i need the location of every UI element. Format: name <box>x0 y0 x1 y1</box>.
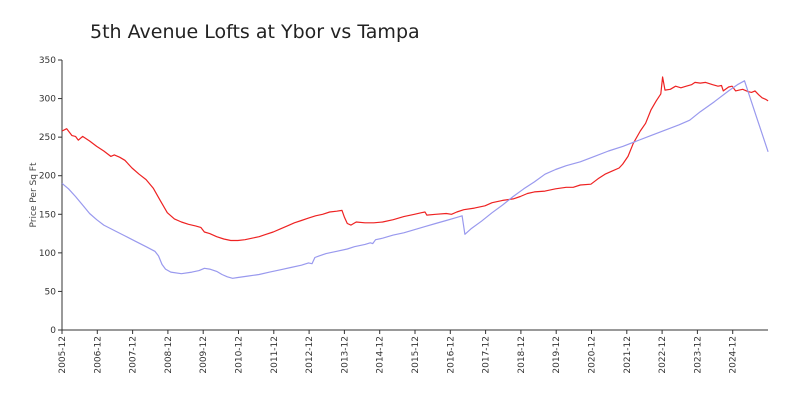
x-tick-label: 2015-12 <box>411 336 421 374</box>
x-tick-label: 2017-12 <box>482 336 492 374</box>
x-tick-label: 2024-12 <box>729 336 739 374</box>
series-line-tampa <box>61 80 769 279</box>
x-tick-label: 2016-12 <box>446 336 456 374</box>
x-tick-label: 2018-12 <box>517 336 527 374</box>
series-layer <box>61 76 769 279</box>
x-tick-label: 2022-12 <box>658 336 668 374</box>
x-tick-label: 2011-12 <box>270 336 280 374</box>
y-tick-label: 100 <box>39 249 56 259</box>
y-tick-label: 0 <box>50 326 56 336</box>
x-tick-label: 2008-12 <box>164 336 174 374</box>
x-tick-label: 2014-12 <box>376 336 386 374</box>
y-tick-label: 150 <box>39 210 56 220</box>
x-tick-label: 2010-12 <box>235 336 245 374</box>
y-tick-label: 50 <box>45 287 57 297</box>
x-tick-label: 2007-12 <box>129 336 139 374</box>
x-tick-label: 2013-12 <box>340 336 350 374</box>
x-tick-label: 2012-12 <box>305 336 315 374</box>
y-tick-label: 350 <box>39 56 56 66</box>
x-ticks: 2005-12 2006-12 2007-12 2008-12 2009-12 2010-… <box>58 330 739 374</box>
series-line-lofts <box>61 76 769 242</box>
x-tick-label: 2019-12 <box>552 336 562 374</box>
x-tick-label: 2020-12 <box>588 336 598 374</box>
x-tick-label: 2006-12 <box>93 336 103 374</box>
x-tick-label: 2023-12 <box>693 336 703 374</box>
y-ticks: 0 50 100 150 200 250 300 350 <box>39 56 62 336</box>
x-tick-label: 2021-12 <box>623 336 633 374</box>
x-tick-label: 2005-12 <box>58 336 68 374</box>
y-tick-label: 200 <box>39 172 56 182</box>
chart-title: 5th Avenue Lofts at Ybor vs Tampa <box>90 21 420 43</box>
y-tick-label: 250 <box>39 133 56 143</box>
x-tick-label: 2009-12 <box>199 336 209 374</box>
y-tick-label: 300 <box>39 95 56 105</box>
y-axis-label: Price Per Sq Ft <box>29 162 39 227</box>
